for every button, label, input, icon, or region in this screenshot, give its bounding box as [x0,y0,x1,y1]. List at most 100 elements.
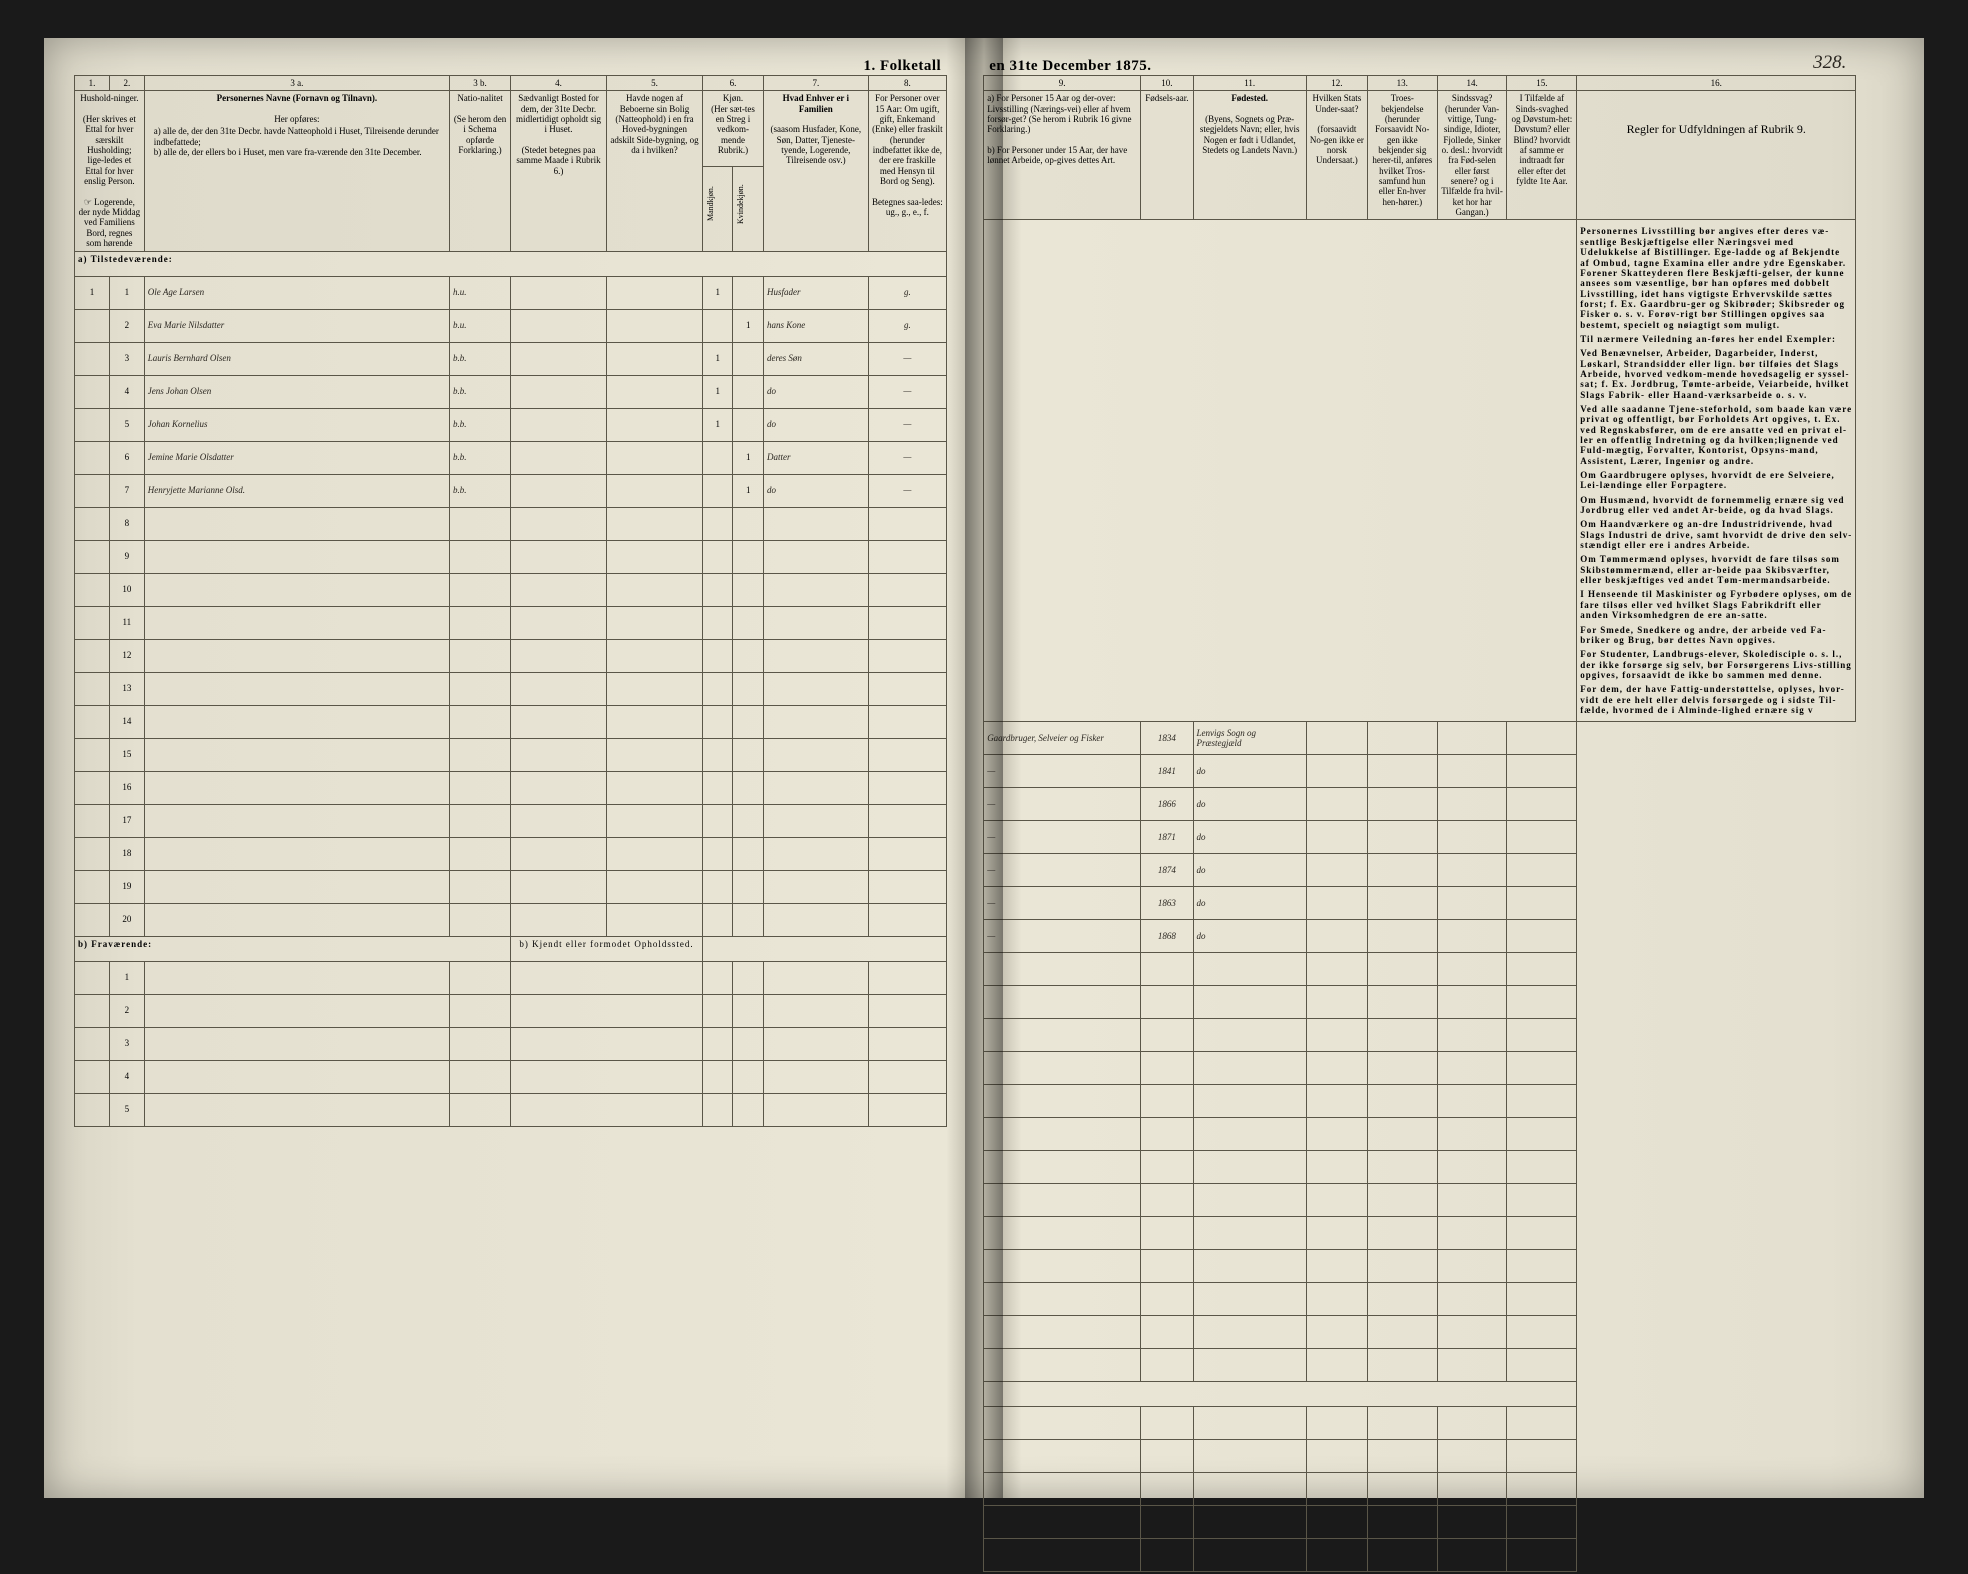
person-num: 2 [109,994,144,1027]
person-name: Jemine Marie Olsdatter [144,441,449,474]
col-2: 2. [109,76,144,91]
usual-residence [511,474,607,507]
insane [1437,722,1507,755]
census-table-left: 1. 2. 3 a. 3 b. 4. 5. 6. 7. 8. Hushold-n… [74,75,947,1127]
col-3b: 3 b. [450,76,511,91]
faith [1367,722,1437,755]
birth-year: 1841 [1141,755,1193,788]
insane [1437,887,1507,920]
sex-female [733,375,764,408]
hdr-female: Kvindekjøn. [733,166,764,251]
side-building [607,408,703,441]
book-spine [965,38,1003,1498]
hdr-sex: Kjøn. (Her sæt-tes en Streg i vedkom-men… [702,91,763,167]
nationality: b.u. [450,309,511,342]
person-num: 11 [109,606,144,639]
sex-female: 1 [733,441,764,474]
page-number: 328. [1813,52,1846,74]
family-role: hans Kone [763,309,868,342]
hdr-residence: Sædvanligt Bosted for dem, der 31te Decb… [511,91,607,251]
household-num [75,309,110,342]
sex-female [733,342,764,375]
hdr-family-role: Hvad Enhver er i Familien (saasom Husfad… [763,91,868,251]
hdr-marital: For Personer over 15 Aar: Om ugift, gift… [868,91,947,251]
birth-place: do [1193,788,1306,821]
marital-status: g. [868,276,947,309]
sex-male: 1 [702,375,733,408]
person-num: 8 [109,507,144,540]
sex-male [702,474,733,507]
family-role: Datter [763,441,868,474]
nationality: h.u. [450,276,511,309]
right-page: 328. en 31te December 1875. 9. 10. 11. 1… [965,38,1886,1498]
person-num: 17 [109,804,144,837]
usual-residence [511,408,607,441]
person-num: 14 [109,705,144,738]
person-name: Eva Marie Nilsdatter [144,309,449,342]
person-num: 4 [109,1060,144,1093]
birth-place: do [1193,887,1306,920]
hdr-nationality: Natio-nalitet (Se herom den i Schema opf… [450,91,511,251]
insane [1437,755,1507,788]
deaf-blind [1507,788,1577,821]
birth-year: 1834 [1141,722,1193,755]
person-num: 15 [109,738,144,771]
usual-residence [511,441,607,474]
person-num: 16 [109,771,144,804]
usual-residence [511,276,607,309]
person-num: 5 [109,1093,144,1126]
usual-residence [511,342,607,375]
hdr-occupation: a) For Personer 15 Aar og der-over: Livs… [984,91,1141,220]
sex-male: 1 [702,342,733,375]
birth-place: do [1193,755,1306,788]
census-ledger-spread: 1. Folketall 1. 2. 3 a. 3 b. 4. 5. 6. 7.… [44,38,1924,1498]
person-num: 4 [109,375,144,408]
col-5: 5. [607,76,703,91]
family-role: do [763,474,868,507]
person-num: 6 [109,441,144,474]
hdr-birthplace: Fødested. (Byens, Sognets og Præ-stegjel… [1193,91,1306,220]
occupation: — [984,854,1141,887]
hdr-absent-location: b) Kjendt eller formodet Opholdssted. [511,936,703,961]
faith [1367,755,1437,788]
marital-status: g. [868,309,947,342]
sex-male [702,309,733,342]
hdr-household: Hushold-ninger. (Her skrives et Ettal fo… [75,91,145,251]
deaf-blind [1507,854,1577,887]
col-4: 4. [511,76,607,91]
marital-status: — [868,408,947,441]
section-absent: b) Fraværende: [75,936,511,961]
usual-residence [511,309,607,342]
left-page: 1. Folketall 1. 2. 3 a. 3 b. 4. 5. 6. 7.… [44,38,965,1498]
deaf-blind [1507,920,1577,953]
census-table-right: 9. 10. 11. 12. 13. 14. 15. 16. a) For Pe… [983,75,1856,1572]
insane [1437,920,1507,953]
birth-place: do [1193,920,1306,953]
deaf-blind [1507,722,1577,755]
nationality: b.b. [450,375,511,408]
occupation: — [984,755,1141,788]
person-num: 10 [109,573,144,606]
col-10: 10. [1141,76,1193,91]
insane [1437,854,1507,887]
person-num: 12 [109,639,144,672]
census-title-right: en 31te December 1875. [983,58,1856,75]
deaf-blind [1507,821,1577,854]
nationality: b.b. [450,408,511,441]
person-num: 5 [109,408,144,441]
insane [1437,788,1507,821]
census-title-left: 1. Folketall [74,58,947,75]
col-6: 6. [702,76,763,91]
faith [1367,887,1437,920]
person-name: Jens Johan Olsen [144,375,449,408]
birth-year: 1871 [1141,821,1193,854]
hdr-faith: Troes-bekjendelse (herunder Forsaavidt N… [1367,91,1437,220]
citizenship [1306,854,1367,887]
nationality: b.b. [450,342,511,375]
hdr-deafblind: I Tilfælde af Sinds-svaghed og Døvstum-h… [1507,91,1577,220]
household-num: 1 [75,276,110,309]
col-3a: 3 a. [144,76,449,91]
occupation: — [984,887,1141,920]
household-num [75,375,110,408]
birth-year: 1863 [1141,887,1193,920]
